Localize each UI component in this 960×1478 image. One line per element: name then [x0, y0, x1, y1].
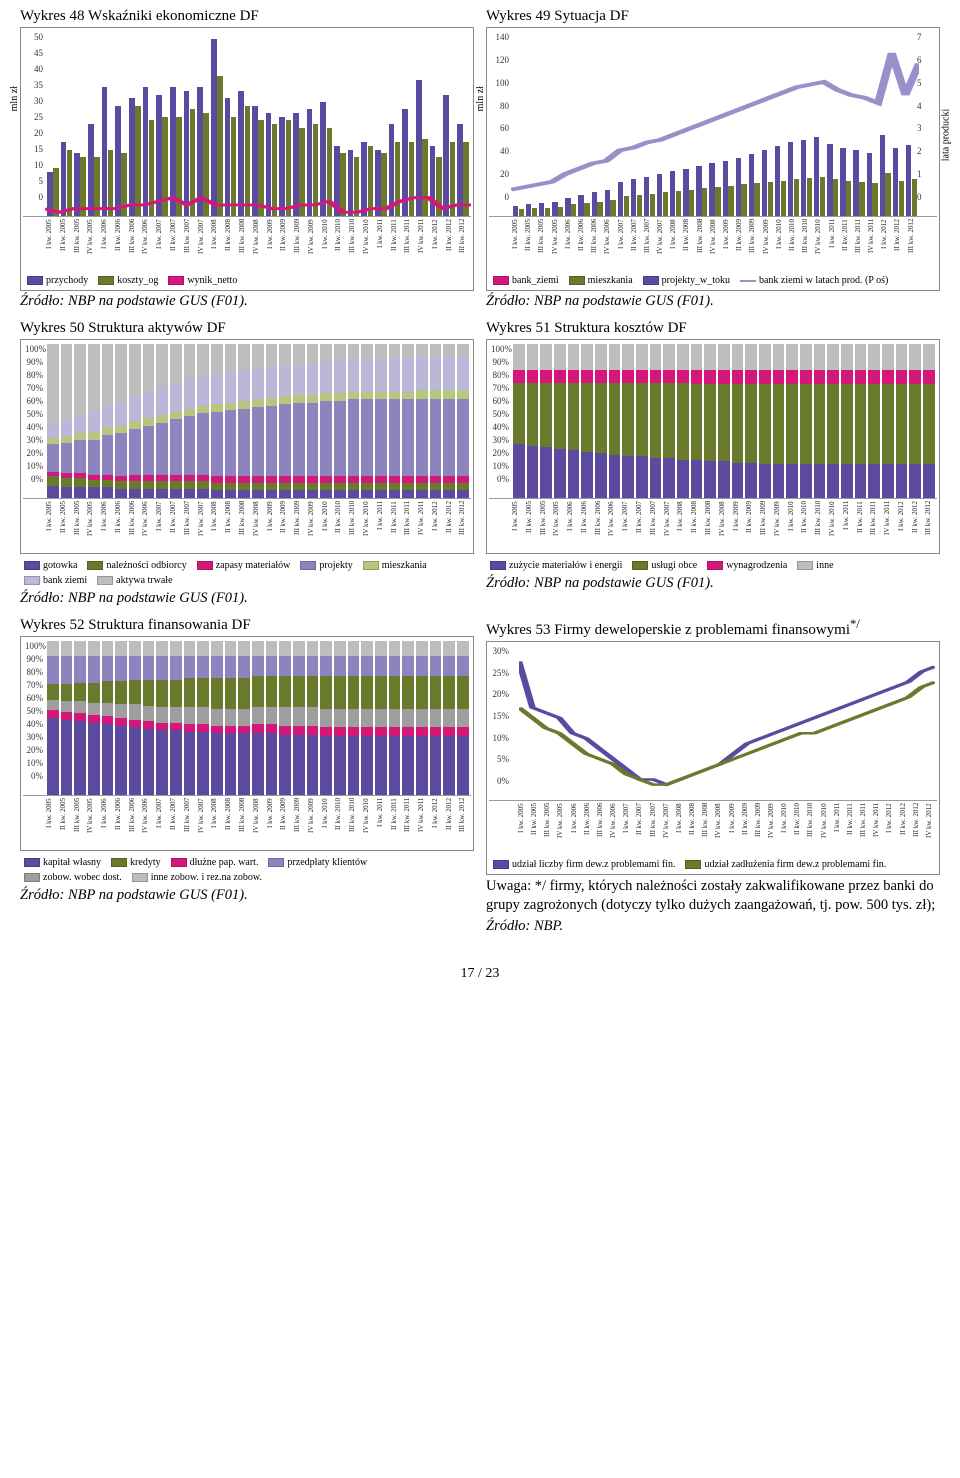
chart-50-box: 100%90%80%70%60%50%40%30%20%10%0% I kw. … — [20, 339, 474, 554]
chart-50: Wykres 50 Struktura aktywów DF 100%90%80… — [20, 320, 474, 611]
page-number: 17 / 23 — [20, 966, 940, 982]
chart-52-title: Wykres 52 Struktura finansowania DF — [20, 617, 474, 634]
chart-49-xlabels: I kw. 2005II kw. 2005III kw. 2005IV kw. … — [511, 219, 919, 269]
chart-53-xlabels: I kw. 2005II kw. 2005III kw. 2005IV kw. … — [517, 803, 937, 853]
chart-51-plot: 100%90%80%70%60%50%40%30%20%10%0% — [489, 344, 937, 499]
chart-49-plot: mln zł lata producki 140120100806040200 … — [489, 32, 937, 217]
chart-48-source: Źródło: NBP na podstawie GUS (F01). — [20, 293, 474, 310]
chart-53-title-text: Wykres 53 Firmy deweloperskie z problema… — [486, 622, 850, 638]
chart-50-legend: gotowkanależności odbiorcyzapasy materia… — [20, 558, 474, 588]
chart-49-box: mln zł lata producki 140120100806040200 … — [486, 27, 940, 291]
chart-49-bars — [513, 32, 917, 216]
chart-51-source: Źródło: NBP na podstawie GUS (F01). — [486, 575, 940, 592]
chart-48-title: Wykres 48 Wskaźniki ekonomiczne DF — [20, 8, 474, 25]
chart-51-legend: zużycie materiałów i energiiusługi obcew… — [486, 558, 940, 573]
chart-48-legend: przychodykoszty_ogwynik_netto — [23, 273, 471, 288]
chart-50-yticks: 100%90%80%70%60%50%40%30%20%10%0% — [25, 344, 43, 484]
chart-53-title-sup: */ — [850, 617, 860, 631]
chart-51: Wykres 51 Struktura kosztów DF 100%90%80… — [486, 320, 940, 611]
chart-50-bars — [47, 344, 469, 498]
chart-48-ylabel: mln zł — [9, 86, 20, 111]
chart-51-yticks: 100%90%80%70%60%50%40%30%20%10%0% — [491, 344, 509, 484]
chart-50-xlabels: I kw. 2005II kw. 2005III kw. 2005IV kw. … — [45, 501, 471, 551]
chart-49-y2ticks: 76543210 — [917, 32, 935, 202]
chart-49-ylabel: mln zł — [475, 86, 486, 111]
chart-49: Wykres 49 Sytuacja DF mln zł lata produc… — [486, 8, 940, 314]
chart-53-note: Uwaga: */ firmy, których należności zost… — [486, 877, 940, 915]
chart-49-y2label: lata producki — [940, 109, 951, 161]
chart-50-plot: 100%90%80%70%60%50%40%30%20%10%0% — [23, 344, 471, 499]
chart-50-title: Wykres 50 Struktura aktywów DF — [20, 320, 474, 337]
chart-52-legend: kapitał własnykredytydłużne pap. wart.pr… — [20, 855, 474, 885]
chart-52-bars — [47, 641, 469, 795]
chart-48-xlabels: I kw. 2005II kw. 2005III kw. 2005IV kw. … — [45, 219, 471, 269]
chart-51-xlabels: I kw. 2005II kw. 2005III kw. 2005IV kw. … — [511, 501, 937, 551]
chart-48-plot: mln zł 50454035302520151050 — [23, 32, 471, 217]
chart-53-box: 30%25%20%15%10%5%0% I kw. 2005II kw. 200… — [486, 641, 940, 875]
chart-48: Wykres 48 Wskaźniki ekonomiczne DF mln z… — [20, 8, 474, 314]
chart-52: Wykres 52 Struktura finansowania DF 100%… — [20, 617, 474, 936]
chart-53-note2: Źródło: NBP. — [486, 917, 940, 936]
chart-52-box: 100%90%80%70%60%50%40%30%20%10%0% I kw. … — [20, 636, 474, 851]
chart-51-box: 100%90%80%70%60%50%40%30%20%10%0% I kw. … — [486, 339, 940, 554]
page-grid: Wykres 48 Wskaźniki ekonomiczne DF mln z… — [20, 8, 940, 938]
chart-53-area — [519, 646, 935, 800]
chart-49-yticks: 140120100806040200 — [491, 32, 509, 202]
chart-48-bars — [47, 32, 469, 216]
chart-48-yticks: 50454035302520151050 — [25, 32, 43, 202]
chart-52-plot: 100%90%80%70%60%50%40%30%20%10%0% — [23, 641, 471, 796]
chart-51-title: Wykres 51 Struktura kosztów DF — [486, 320, 940, 337]
chart-48-box: mln zł 50454035302520151050 I kw. 2005II… — [20, 27, 474, 291]
chart-52-source: Źródło: NBP na podstawie GUS (F01). — [20, 887, 474, 904]
chart-49-source: Źródło: NBP na podstawie GUS (F01). — [486, 293, 940, 310]
chart-53-yticks: 30%25%20%15%10%5%0% — [491, 646, 509, 786]
chart-49-legend: bank_ziemimieszkaniaprojekty_w_tokubank … — [489, 273, 937, 288]
chart-49-title: Wykres 49 Sytuacja DF — [486, 8, 940, 25]
chart-53-title: Wykres 53 Firmy deweloperskie z problema… — [486, 617, 940, 639]
chart-53-plot: 30%25%20%15%10%5%0% — [489, 646, 937, 801]
chart-52-yticks: 100%90%80%70%60%50%40%30%20%10%0% — [25, 641, 43, 781]
chart-51-bars — [513, 344, 935, 498]
chart-50-source: Źródło: NBP na podstawie GUS (F01). — [20, 590, 474, 607]
chart-52-xlabels: I kw. 2005II kw. 2005III kw. 2005IV kw. … — [45, 798, 471, 848]
chart-53: Wykres 53 Firmy deweloperskie z problema… — [486, 617, 940, 936]
chart-53-legend: udział liczby firm dew.z problemami fin.… — [489, 857, 937, 872]
